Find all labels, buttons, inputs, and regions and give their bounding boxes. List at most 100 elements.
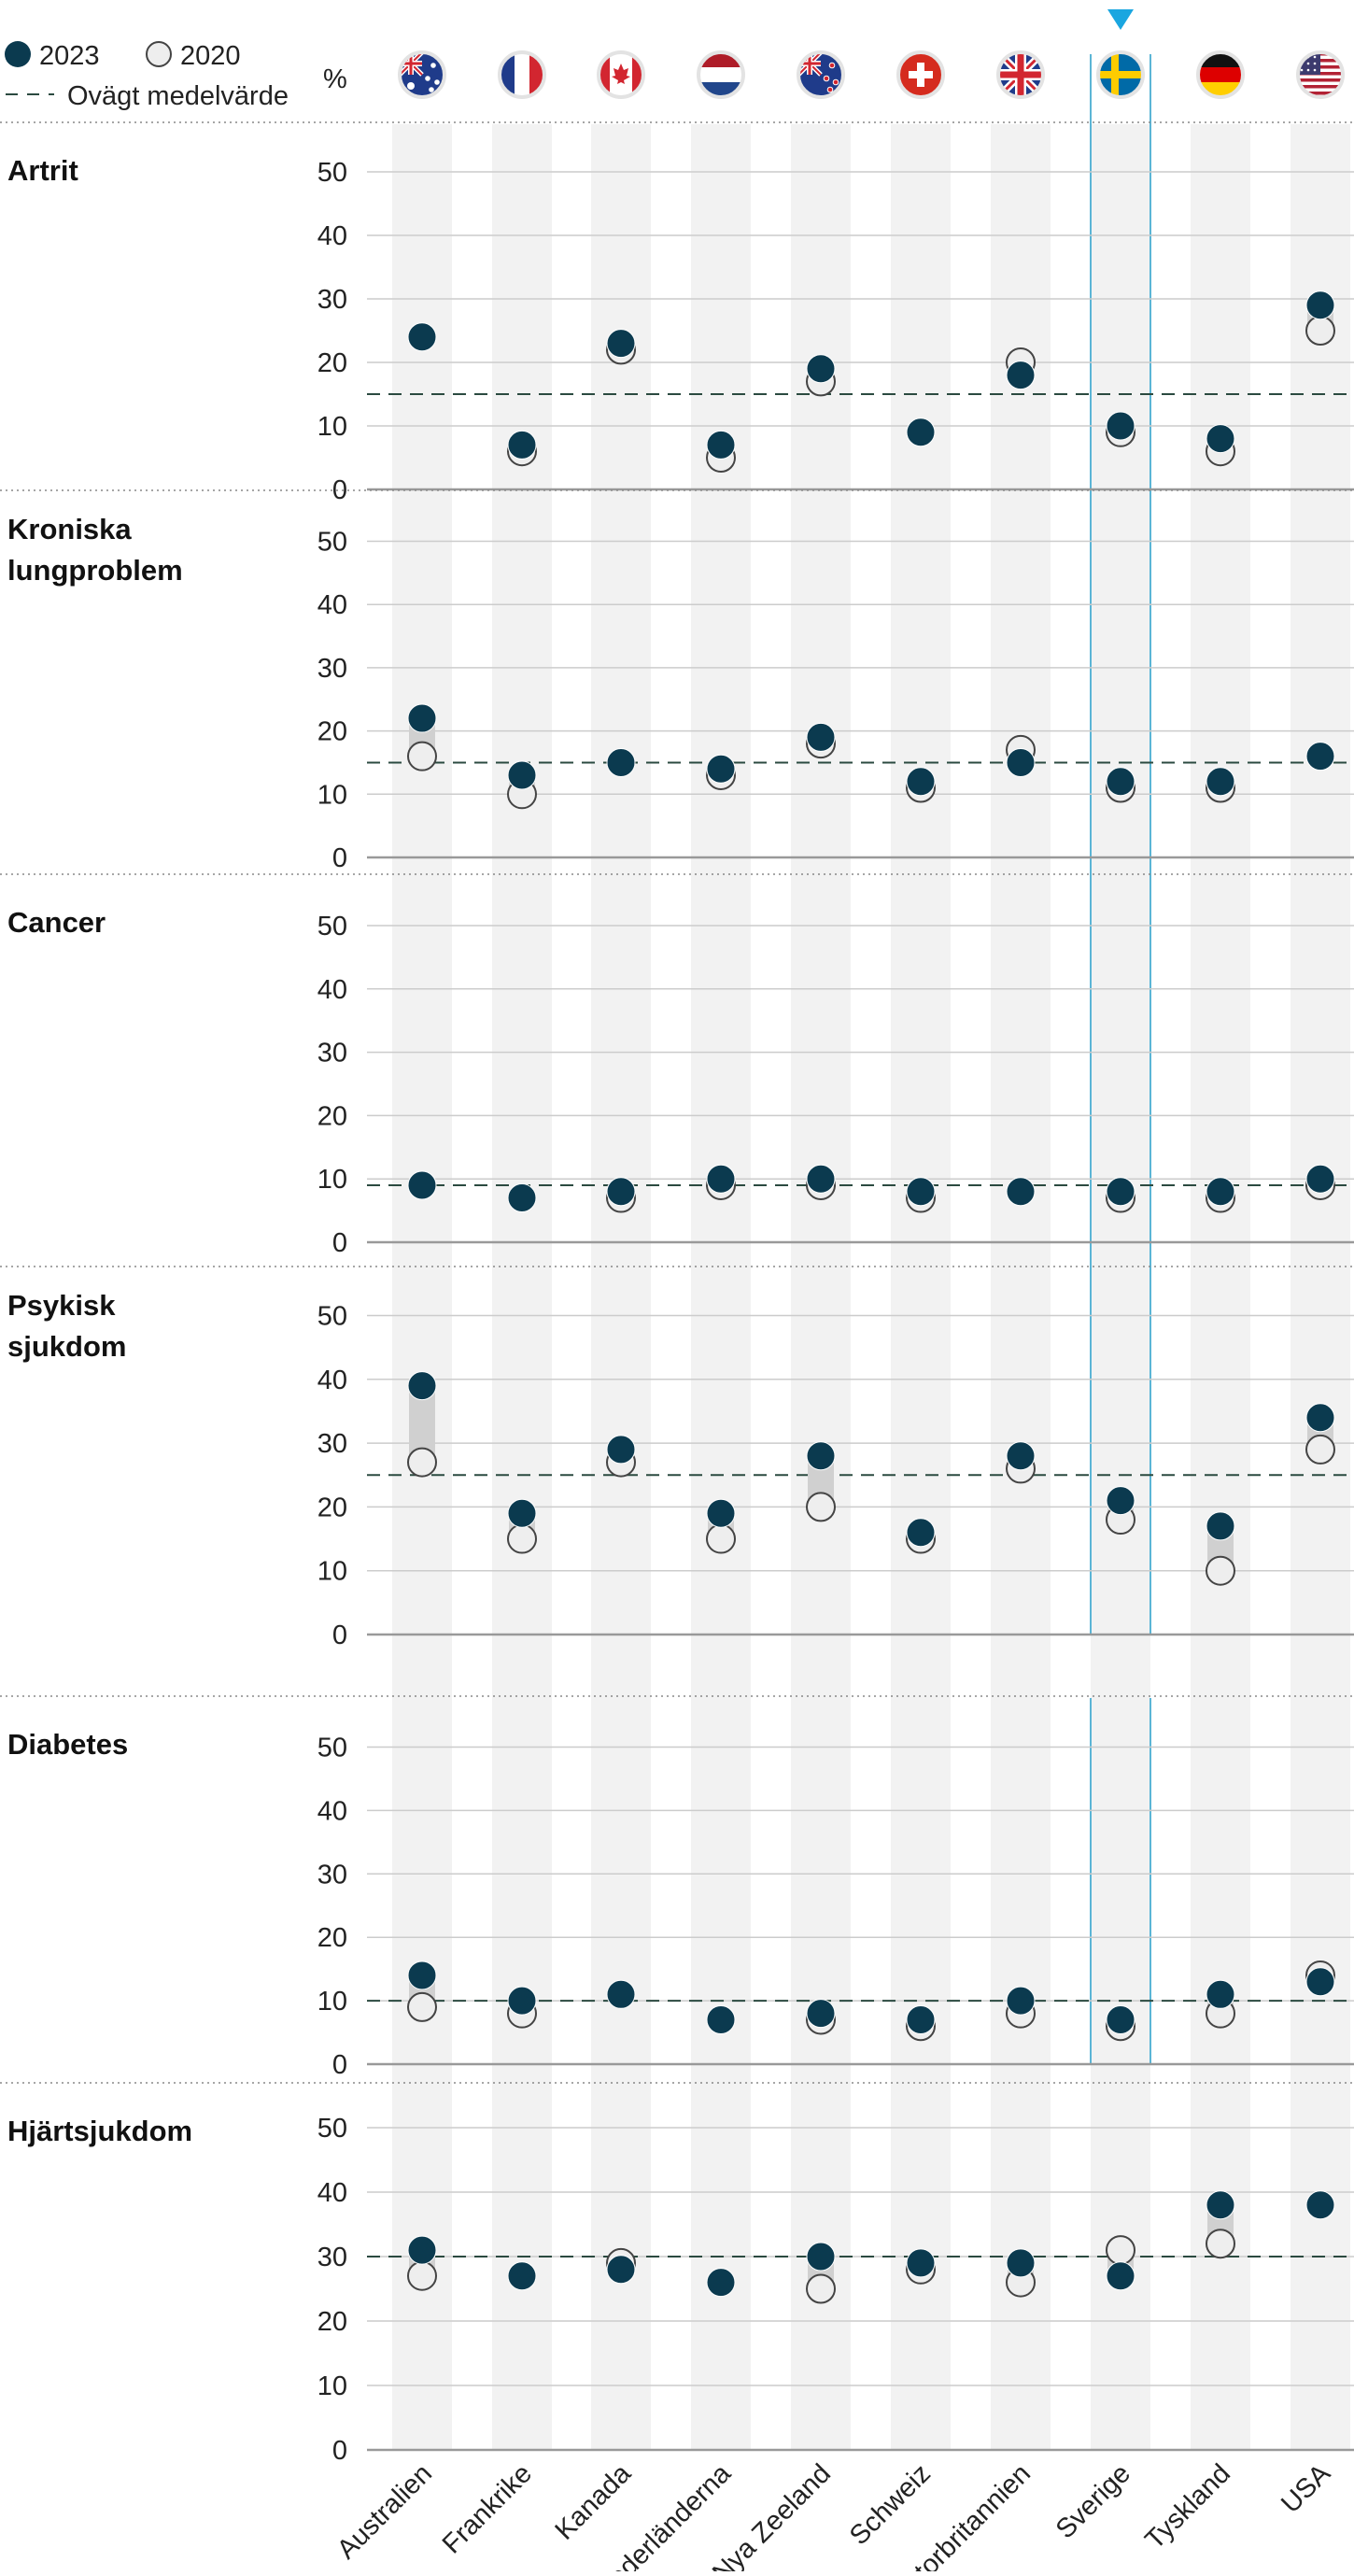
x-tick-label-schweiz: Schweiz: [844, 2458, 937, 2551]
sweden-flag-icon: [1096, 50, 1145, 99]
point-2023-australien: [407, 322, 437, 352]
point-2023-storbritannien: [1006, 747, 1036, 777]
point-2020-usa: [1305, 1434, 1335, 1465]
usa-flag-icon: [1296, 50, 1345, 99]
point-2023-nya-zeeland: [806, 722, 836, 752]
y-tick-label: 0: [332, 475, 347, 505]
point-2023-frankrike: [507, 2261, 537, 2291]
y-tick-label: 0: [332, 1621, 347, 1650]
point-2023-kanada: [606, 2255, 636, 2285]
point-2023-australien: [407, 1960, 437, 1990]
flag-part: [1313, 62, 1317, 65]
flag-ring: [996, 50, 1045, 99]
flag-part: [1298, 85, 1343, 89]
panel-hjartsjukdom: Hjärtsjukdom 0 10 20 30 40 50: [0, 2082, 1354, 2466]
x-tick-label-frankrike: Frankrike: [437, 2458, 538, 2559]
flag-part: [400, 62, 422, 65]
point-2023-sverige: [1106, 1486, 1135, 1516]
point-2023-usa: [1305, 1403, 1335, 1433]
point-2023-schweiz: [906, 418, 936, 447]
point-2023-storbritannien: [1006, 1441, 1036, 1471]
flag-part: [1098, 71, 1143, 78]
panel-diabetes: Diabetes 0 10 20 30 40 50: [0, 1695, 1354, 2080]
canada-flag-icon: [597, 50, 645, 99]
flag-part: [832, 78, 839, 86]
flag-part: [909, 71, 933, 78]
flag-part: [425, 76, 430, 81]
y-tick-label: 20: [317, 2307, 347, 2337]
y-tick-label: 40: [317, 975, 347, 1005]
y-tick-label: 40: [317, 1366, 347, 1395]
point-2023-schweiz: [906, 1177, 936, 1207]
point-2020-nya-zeeland: [806, 1492, 836, 1522]
panel-kroniska-lungproblem: Kroniska lungproblem 0 10 20 30 40 50: [0, 489, 1354, 873]
y-tick-label: 50: [317, 1734, 347, 1763]
y-tick-label: 20: [317, 1101, 347, 1131]
flag-part: [429, 87, 434, 92]
flag-part: [515, 52, 529, 97]
point-2023-tyskland: [1206, 1511, 1235, 1541]
y-tick-label: 10: [317, 780, 347, 810]
new-zealand-flag-icon: [797, 50, 845, 99]
x-tick-label-australien: Australien: [331, 2458, 438, 2565]
point-2023-usa: [1305, 2190, 1335, 2220]
point-2023-schweiz: [906, 2248, 936, 2278]
flag-ring: [896, 50, 945, 99]
germany-flag-icon: [1196, 50, 1245, 99]
y-tick-label: 50: [317, 2114, 347, 2144]
point-2023-frankrike: [507, 760, 537, 790]
point-2023-kanada: [606, 1979, 636, 2009]
y-tick-label: 20: [317, 717, 347, 747]
y-tick-label: 20: [317, 348, 347, 378]
flag-ring: [1296, 50, 1345, 99]
y-tick-label: 10: [317, 1987, 347, 2017]
column-band-nya-zeeland: [791, 124, 851, 2450]
point-2023-kanada: [606, 329, 636, 359]
panel-psykisk-sjukdom: Psykisk sjukdom 0 10 20 30 40 50: [0, 1266, 1354, 1650]
point-2020-tyskland: [1206, 1555, 1235, 1586]
y-tick-label: 30: [317, 1429, 347, 1459]
point-2023-schweiz: [906, 1518, 936, 1548]
point-2023-australien: [407, 1170, 437, 1200]
point-2023-usa: [1305, 1164, 1335, 1194]
point-2023-tyskland: [1206, 1979, 1235, 2009]
flag-part: [1300, 55, 1304, 59]
y-tick-label: 0: [332, 843, 347, 873]
unit-label: %: [323, 64, 347, 94]
point-2023-nya-zeeland: [806, 354, 836, 384]
australia-flag-icon: [398, 50, 446, 99]
column-band-usa: [1291, 124, 1350, 2450]
y-tick-label: 30: [317, 285, 347, 315]
panel-artrit: Artrit 0 10 20 30 40 50: [0, 121, 1354, 505]
flag-ring: [1196, 50, 1245, 99]
x-tick-label-usa: USA: [1276, 2458, 1336, 2519]
y-tick-label: 40: [317, 221, 347, 251]
point-2023-storbritannien: [1006, 1177, 1036, 1207]
flag-part: [1198, 67, 1243, 82]
y-tick-label: 30: [317, 654, 347, 684]
y-tick-label: 10: [317, 1557, 347, 1587]
y-tick-label: 50: [317, 1302, 347, 1332]
flag-part: [612, 64, 630, 84]
point-2023-frankrike: [507, 1498, 537, 1528]
selected-country-marker-icon: [1107, 9, 1134, 30]
flag-part: [1298, 92, 1343, 95]
flag-part: [434, 79, 440, 85]
flag-part: [1313, 55, 1317, 59]
point-2023-nya-zeeland: [806, 1441, 836, 1471]
y-tick-label: 40: [317, 1796, 347, 1826]
y-tick-label: 50: [317, 158, 347, 188]
panel-title-line: lungproblem: [7, 554, 183, 587]
point-2023-kanada: [606, 747, 636, 777]
flag-ring: [1096, 50, 1145, 99]
column-band-australien: [392, 124, 452, 2450]
point-2023-usa: [1305, 742, 1335, 771]
point-2020-usa: [1305, 316, 1335, 346]
point-2020-australien: [407, 2260, 437, 2291]
y-tick-label: 30: [317, 2243, 347, 2272]
flag-part: [1306, 68, 1310, 72]
column-band-schweiz: [891, 124, 951, 2450]
point-2020-australien: [407, 1447, 437, 1478]
point-2023-nederlanderna: [706, 1498, 736, 1528]
legend-average-label: Ovägt medelvärde: [67, 81, 289, 111]
